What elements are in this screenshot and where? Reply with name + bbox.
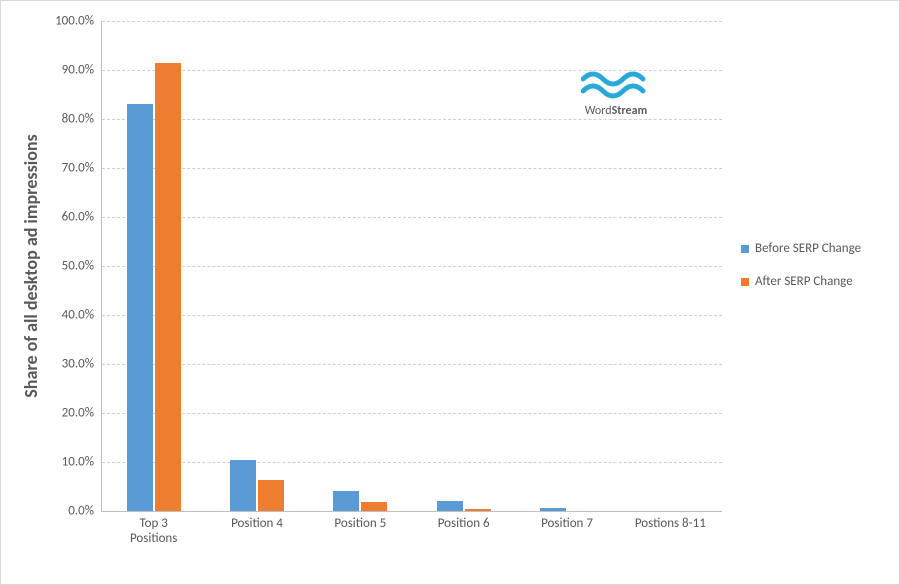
y-tick-label: 60.0% bbox=[62, 210, 94, 225]
bar bbox=[155, 63, 181, 511]
legend-swatch bbox=[741, 278, 749, 286]
grid-line bbox=[102, 413, 722, 414]
bar bbox=[437, 501, 463, 511]
x-tick-label: Position 5 bbox=[309, 517, 412, 532]
logo-text-bold: Stream bbox=[612, 104, 648, 118]
x-tick-label: Position 4 bbox=[205, 517, 308, 532]
x-tick-label: Top 3Positions bbox=[102, 517, 205, 547]
y-tick-label: 10.0% bbox=[62, 455, 94, 470]
bar bbox=[361, 502, 387, 511]
x-tick-label: Postions 8-11 bbox=[619, 517, 722, 532]
bar bbox=[333, 491, 359, 511]
y-tick-label: 100.0% bbox=[55, 14, 94, 29]
bar bbox=[465, 509, 491, 511]
bar bbox=[127, 104, 153, 511]
legend-item: Before SERP Change bbox=[741, 241, 861, 256]
grid-line bbox=[102, 217, 722, 218]
x-tick-label: Position 6 bbox=[412, 517, 515, 532]
y-tick-label: 20.0% bbox=[62, 406, 94, 421]
bar bbox=[540, 508, 566, 511]
y-tick-label: 70.0% bbox=[62, 161, 94, 176]
y-tick-label: 40.0% bbox=[62, 308, 94, 323]
y-tick-label: 30.0% bbox=[62, 357, 94, 372]
grid-line bbox=[102, 266, 722, 267]
chart-frame: Share of all desktop ad impressions 0.0%… bbox=[0, 0, 900, 585]
grid-line bbox=[102, 364, 722, 365]
wave-icon bbox=[581, 71, 651, 99]
legend-label: After SERP Change bbox=[755, 274, 853, 289]
logo-text: WordStream bbox=[561, 104, 671, 118]
grid-line bbox=[102, 462, 722, 463]
y-axis-label: Share of all desktop ad impressions bbox=[20, 134, 42, 397]
grid-line bbox=[102, 168, 722, 169]
legend: Before SERP Change After SERP Change bbox=[741, 241, 861, 307]
y-tick-label: 50.0% bbox=[62, 259, 94, 274]
y-tick-label: 90.0% bbox=[62, 63, 94, 78]
x-tick-label: Position 7 bbox=[515, 517, 618, 532]
bar bbox=[258, 480, 284, 511]
wordstream-logo: WordStream bbox=[561, 71, 671, 118]
grid-line bbox=[102, 315, 722, 316]
legend-label: Before SERP Change bbox=[755, 241, 861, 256]
y-tick-label: 0.0% bbox=[68, 504, 94, 519]
y-tick-label: 80.0% bbox=[62, 112, 94, 127]
grid-line bbox=[102, 119, 722, 120]
logo-text-light: Word bbox=[585, 104, 612, 118]
grid-line bbox=[102, 21, 722, 22]
legend-swatch bbox=[741, 245, 749, 253]
bar bbox=[230, 460, 256, 511]
legend-item: After SERP Change bbox=[741, 274, 861, 289]
